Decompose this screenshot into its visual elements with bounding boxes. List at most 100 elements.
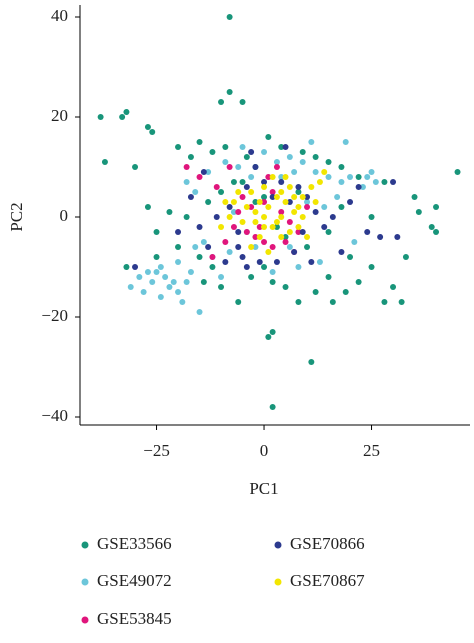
point (261, 199, 268, 205)
point (282, 284, 289, 290)
point (243, 264, 250, 270)
point (312, 154, 319, 160)
x-tick-label: 0 (260, 441, 269, 460)
point (230, 224, 237, 230)
point (213, 214, 220, 220)
point (454, 169, 461, 175)
point (239, 179, 246, 185)
point (381, 179, 388, 185)
point (295, 264, 302, 270)
x-tick-label: 25 (363, 441, 380, 460)
point (183, 214, 190, 220)
point (239, 144, 246, 150)
point (286, 154, 293, 160)
point (196, 309, 203, 315)
point (308, 139, 315, 145)
point (433, 229, 440, 235)
point (265, 334, 272, 340)
point (338, 249, 345, 255)
point (291, 209, 298, 215)
point (209, 264, 216, 270)
point (175, 229, 182, 235)
point (179, 299, 186, 305)
point (226, 14, 233, 20)
point (273, 224, 280, 230)
point (230, 179, 237, 185)
point (226, 89, 233, 95)
point (342, 139, 349, 145)
point (304, 199, 311, 205)
point (295, 224, 302, 230)
point (166, 209, 173, 215)
point (368, 264, 375, 270)
point (149, 279, 156, 285)
point (338, 179, 345, 185)
point (282, 199, 289, 205)
point (261, 264, 268, 270)
point (368, 169, 375, 175)
point (299, 194, 306, 200)
point (149, 129, 156, 135)
point (282, 174, 289, 180)
point (162, 274, 169, 280)
point (282, 234, 289, 240)
legend-marker (81, 578, 89, 586)
point (269, 189, 276, 195)
point (325, 174, 332, 180)
point (390, 284, 397, 290)
point (364, 229, 371, 235)
legend-label: GSE70867 (290, 571, 365, 590)
point (286, 229, 293, 235)
legend-label: GSE53845 (97, 609, 172, 628)
point (205, 169, 212, 175)
point (355, 174, 362, 180)
point (209, 254, 216, 260)
point (299, 229, 306, 235)
point (218, 224, 225, 230)
point (127, 284, 134, 290)
point (273, 194, 280, 200)
point (252, 164, 259, 170)
point (101, 159, 108, 165)
point (329, 299, 336, 305)
point (273, 259, 280, 265)
point (299, 214, 306, 220)
point (222, 239, 229, 245)
point (175, 244, 182, 250)
point (239, 99, 246, 105)
point (261, 214, 268, 220)
point (123, 109, 130, 115)
point (144, 124, 151, 130)
point (256, 234, 263, 240)
legend-label: GSE33566 (97, 534, 172, 553)
point (304, 194, 311, 200)
point (265, 204, 272, 210)
point (359, 184, 366, 190)
point (355, 279, 362, 285)
point (295, 184, 302, 190)
point (278, 209, 285, 215)
point (273, 219, 280, 225)
point (372, 179, 379, 185)
point (291, 249, 298, 255)
y-tick-label: 40 (51, 6, 68, 25)
point (157, 294, 164, 300)
point (196, 224, 203, 230)
point (196, 254, 203, 260)
point (256, 259, 263, 265)
point (411, 194, 418, 200)
point (192, 244, 199, 250)
point (243, 229, 250, 235)
point (235, 209, 242, 215)
point (218, 99, 225, 105)
point (394, 234, 401, 240)
legend-marker (274, 541, 282, 549)
y-tick-label: −40 (41, 406, 68, 425)
point (338, 204, 345, 210)
point (368, 214, 375, 220)
point (278, 234, 285, 240)
point (261, 239, 268, 245)
point (205, 199, 212, 205)
point (196, 174, 203, 180)
